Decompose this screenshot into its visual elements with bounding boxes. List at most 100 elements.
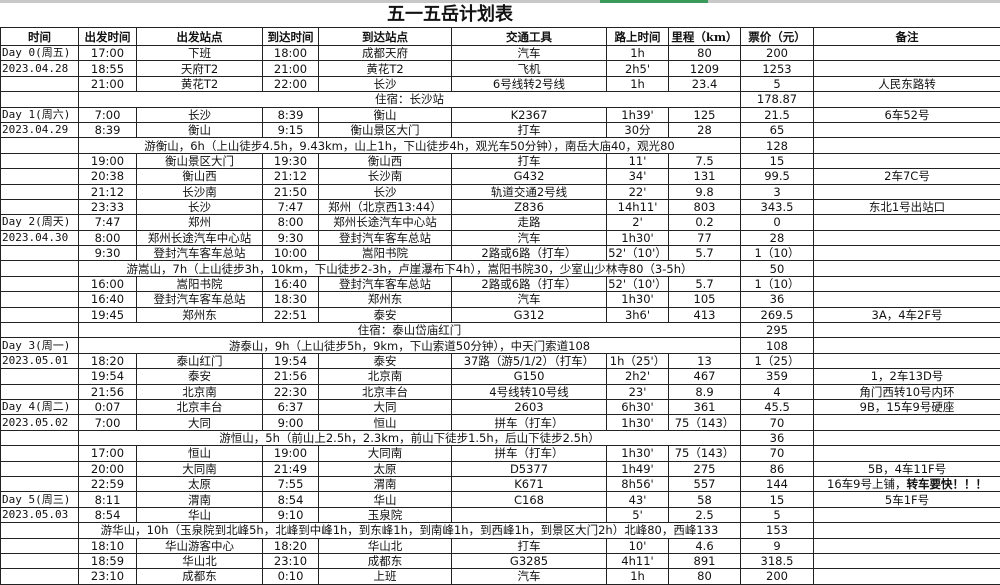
day-cell[interactable] <box>1 538 79 553</box>
arrival-station-cell[interactable]: 渭南 <box>319 476 452 491</box>
arrival-time-cell[interactable]: 8:00 <box>263 215 319 230</box>
day-cell[interactable] <box>1 261 79 276</box>
departure-time-cell[interactable]: 21:00 <box>79 76 137 91</box>
distance-cell[interactable]: 7.5 <box>669 153 741 168</box>
arrival-station-cell[interactable]: 玉泉院 <box>319 507 452 522</box>
departure-time-cell[interactable]: 21:12 <box>79 184 137 199</box>
distance-cell[interactable]: 557 <box>669 476 741 491</box>
transport-cell[interactable]: G312 <box>452 307 607 322</box>
price-cell[interactable]: 70 <box>741 446 814 461</box>
column-header[interactable]: 时间 <box>1 28 79 46</box>
arrival-time-cell[interactable]: 22:51 <box>263 307 319 322</box>
transport-cell[interactable]: 飞机 <box>452 61 607 76</box>
arrival-station-cell[interactable]: 成都天府 <box>319 46 452 61</box>
arrival-time-cell[interactable]: 7:55 <box>263 476 319 491</box>
distance-cell[interactable]: 105 <box>669 292 741 307</box>
note-cell[interactable] <box>814 276 1000 291</box>
arrival-time-cell[interactable]: 9:15 <box>263 122 319 137</box>
arrival-station-cell[interactable]: 嵩阳书院 <box>319 246 452 261</box>
duration-cell[interactable]: 11' <box>607 153 669 168</box>
price-cell[interactable]: 128 <box>741 138 814 153</box>
price-cell[interactable]: 178.87 <box>741 92 814 107</box>
arrival-station-cell[interactable]: 成都东 <box>319 553 452 568</box>
price-cell[interactable]: 21.5 <box>741 107 814 122</box>
distance-cell[interactable]: 9.8 <box>669 184 741 199</box>
price-cell[interactable]: 28 <box>741 230 814 245</box>
departure-station-cell[interactable]: 天府T2 <box>137 61 263 76</box>
departure-time-cell[interactable]: 20:00 <box>79 461 137 476</box>
duration-cell[interactable]: 5' <box>607 507 669 522</box>
departure-time-cell[interactable]: 16:00 <box>79 276 137 291</box>
arrival-station-cell[interactable]: 衡山西 <box>319 153 452 168</box>
note-cell[interactable] <box>814 246 1000 261</box>
arrival-time-cell[interactable]: 8:54 <box>263 492 319 507</box>
note-cell[interactable] <box>814 353 1000 368</box>
departure-time-cell[interactable]: 21:56 <box>79 384 137 399</box>
transport-cell[interactable]: 37路（游5/1/2）（打车） <box>452 353 607 368</box>
day-cell[interactable]: Day 4(周二) <box>1 399 79 414</box>
duration-cell[interactable]: 1h <box>607 76 669 91</box>
price-cell[interactable]: 65 <box>741 122 814 137</box>
activity-cell[interactable]: 游嵩山，7h（上山徒步3h，10km，下山徒步2-3h，卢崖瀑布下4h），嵩阳书… <box>79 261 741 276</box>
day-cell[interactable] <box>1 76 79 91</box>
transport-cell[interactable]: 2路或6路（打车） <box>452 246 607 261</box>
arrival-station-cell[interactable]: 大同南 <box>319 446 452 461</box>
arrival-station-cell[interactable]: 北京南 <box>319 369 452 384</box>
departure-station-cell[interactable]: 郑州 <box>137 215 263 230</box>
departure-time-cell[interactable]: 7:47 <box>79 215 137 230</box>
day-cell[interactable]: Day 2(周天) <box>1 215 79 230</box>
price-cell[interactable]: 9 <box>741 538 814 553</box>
duration-cell[interactable]: 23' <box>607 384 669 399</box>
duration-cell[interactable]: 1h（25'） <box>607 353 669 368</box>
activity-cell[interactable]: 住宿：长沙站 <box>79 92 741 107</box>
duration-cell[interactable]: 52'（10'） <box>607 246 669 261</box>
departure-time-cell[interactable]: 18:55 <box>79 61 137 76</box>
note-cell[interactable]: 2车7C号 <box>814 169 1000 184</box>
duration-cell[interactable]: 43' <box>607 492 669 507</box>
day-cell[interactable] <box>1 92 79 107</box>
arrival-time-cell[interactable]: 16:40 <box>263 276 319 291</box>
note-cell[interactable] <box>814 323 1000 338</box>
departure-station-cell[interactable]: 恒山 <box>137 446 263 461</box>
departure-station-cell[interactable]: 大同南 <box>137 461 263 476</box>
departure-station-cell[interactable]: 嵩阳书院 <box>137 276 263 291</box>
distance-cell[interactable]: 361 <box>669 399 741 414</box>
price-cell[interactable]: 15 <box>741 492 814 507</box>
activity-cell[interactable]: 住宿：泰山岱庙红门 <box>79 323 741 338</box>
distance-cell[interactable]: 75（143） <box>669 415 741 430</box>
price-cell[interactable]: 50 <box>741 261 814 276</box>
departure-station-cell[interactable]: 渭南 <box>137 492 263 507</box>
arrival-station-cell[interactable]: 登封汽车客车总站 <box>319 276 452 291</box>
column-header[interactable]: 出发时间 <box>79 28 137 46</box>
note-cell[interactable] <box>814 153 1000 168</box>
distance-cell[interactable]: 80 <box>669 46 741 61</box>
departure-station-cell[interactable]: 登封汽车客车总站 <box>137 246 263 261</box>
arrival-time-cell[interactable]: 21:12 <box>263 169 319 184</box>
price-cell[interactable]: 318.5 <box>741 553 814 568</box>
transport-cell[interactable]: G3285 <box>452 553 607 568</box>
day-cell[interactable] <box>1 446 79 461</box>
distance-cell[interactable]: 5.7 <box>669 246 741 261</box>
transport-cell[interactable]: 4号线转10号线 <box>452 384 607 399</box>
price-cell[interactable]: 1253 <box>741 61 814 76</box>
transport-cell[interactable]: 6号线转2号线 <box>452 76 607 91</box>
day-cell[interactable] <box>1 199 79 214</box>
arrival-station-cell[interactable]: 黄花T2 <box>319 61 452 76</box>
note-cell[interactable] <box>814 92 1000 107</box>
arrival-station-cell[interactable]: 华山北 <box>319 538 452 553</box>
note-cell[interactable] <box>814 215 1000 230</box>
arrival-station-cell[interactable]: 泰安 <box>319 307 452 322</box>
arrival-time-cell[interactable]: 9:30 <box>263 230 319 245</box>
departure-station-cell[interactable]: 衡山 <box>137 122 263 137</box>
duration-cell[interactable]: 52'（10'） <box>607 276 669 291</box>
arrival-time-cell[interactable]: 21:00 <box>263 61 319 76</box>
transport-cell[interactable]: 2603 <box>452 399 607 414</box>
price-cell[interactable]: 15 <box>741 153 814 168</box>
day-cell[interactable] <box>1 169 79 184</box>
arrival-time-cell[interactable]: 18:30 <box>263 292 319 307</box>
day-cell[interactable] <box>1 246 79 261</box>
departure-station-cell[interactable]: 衡山景区大门 <box>137 153 263 168</box>
departure-station-cell[interactable]: 太原 <box>137 476 263 491</box>
distance-cell[interactable]: 2.5 <box>669 507 741 522</box>
column-header[interactable]: 票价（元） <box>741 28 814 46</box>
